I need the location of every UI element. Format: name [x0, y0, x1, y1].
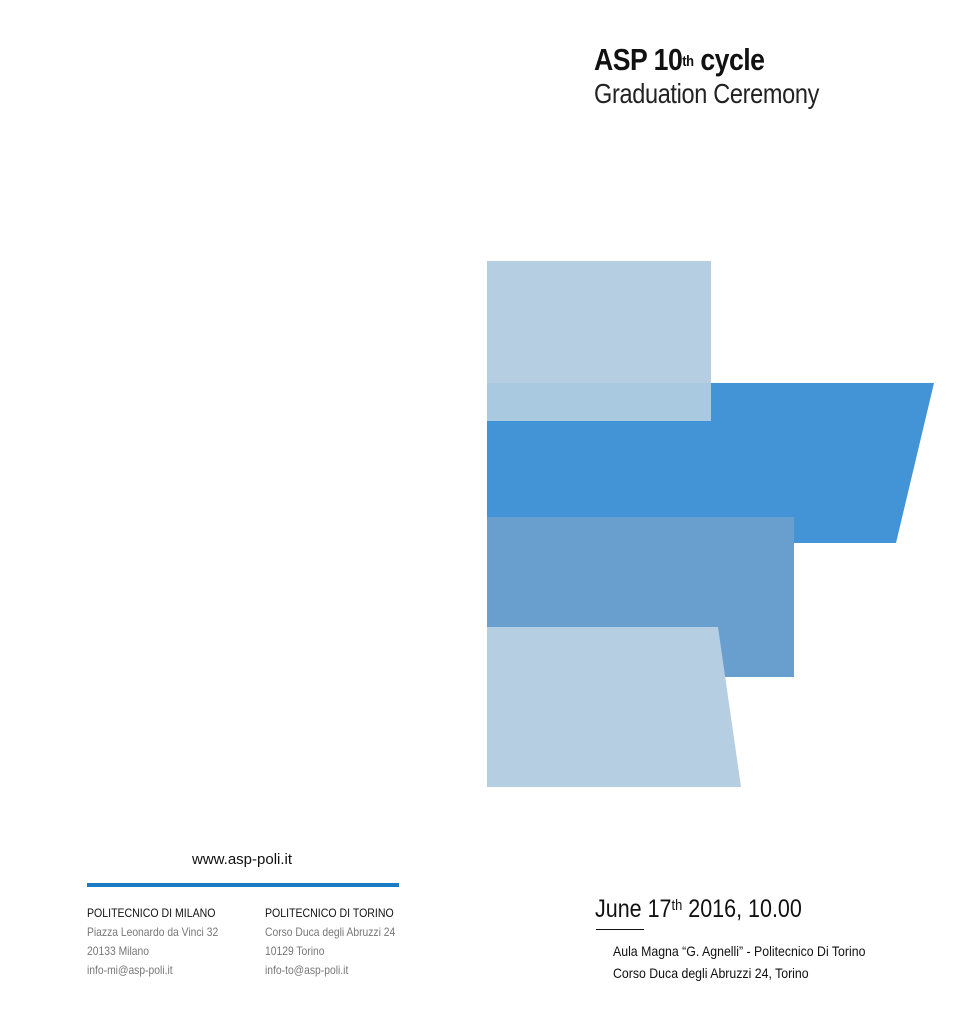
blue-trapezoid	[487, 383, 934, 543]
date-superscript: th	[671, 897, 683, 914]
event-date: June 17th 2016, 10.00	[595, 895, 802, 924]
office-torino: POLITECNICO DI TORINO Corso Duca degli A…	[265, 904, 416, 980]
title-prefix: ASP 10	[594, 42, 683, 77]
date-suffix: 2016, 10.00	[682, 895, 802, 923]
office-name: POLITECNICO DI TORINO	[265, 906, 394, 920]
office-address-line: Corso Duca degli Abruzzi 24	[265, 925, 396, 939]
office-city-line: 10129 Torino	[265, 944, 325, 958]
steel-blue-overlap-strip	[487, 517, 794, 543]
office-email[interactable]: info-mi@asp-poli.it	[87, 963, 173, 977]
office-email[interactable]: info-to@asp-poli.it	[265, 963, 349, 977]
title-suffix: cycle	[693, 42, 765, 77]
office-city-line: 20133 Milano	[87, 944, 149, 958]
office-name: POLITECNICO DI MILANO	[87, 906, 216, 920]
light-blue-overlap-strip	[487, 383, 711, 421]
venue-line-2: Corso Duca degli Abruzzi 24, Torino	[613, 965, 809, 981]
light-blue-bottom-trapezoid	[487, 627, 741, 787]
date-underline	[596, 929, 644, 930]
blue-divider	[87, 883, 399, 887]
title-superscript: th	[682, 53, 694, 70]
page-title: ASP 10th cycle	[594, 42, 824, 78]
office-milano: POLITECNICO DI MILANO Piazza Leonardo da…	[87, 904, 240, 980]
title-block: ASP 10th cycle Graduation Ceremony	[594, 42, 862, 110]
page-subtitle: Graduation Ceremony	[594, 78, 820, 109]
venue-line-1: Aula Magna “G. Agnelli” - Politecnico Di…	[613, 943, 866, 959]
light-blue-top-rect	[487, 261, 711, 421]
office-address-line: Piazza Leonardo da Vinci 32	[87, 925, 219, 939]
website-link[interactable]: www.asp-poli.it	[192, 851, 293, 868]
date-prefix: June 17	[595, 895, 672, 923]
event-venue: Aula Magna “G. Agnelli” - Politecnico Di…	[613, 940, 900, 984]
